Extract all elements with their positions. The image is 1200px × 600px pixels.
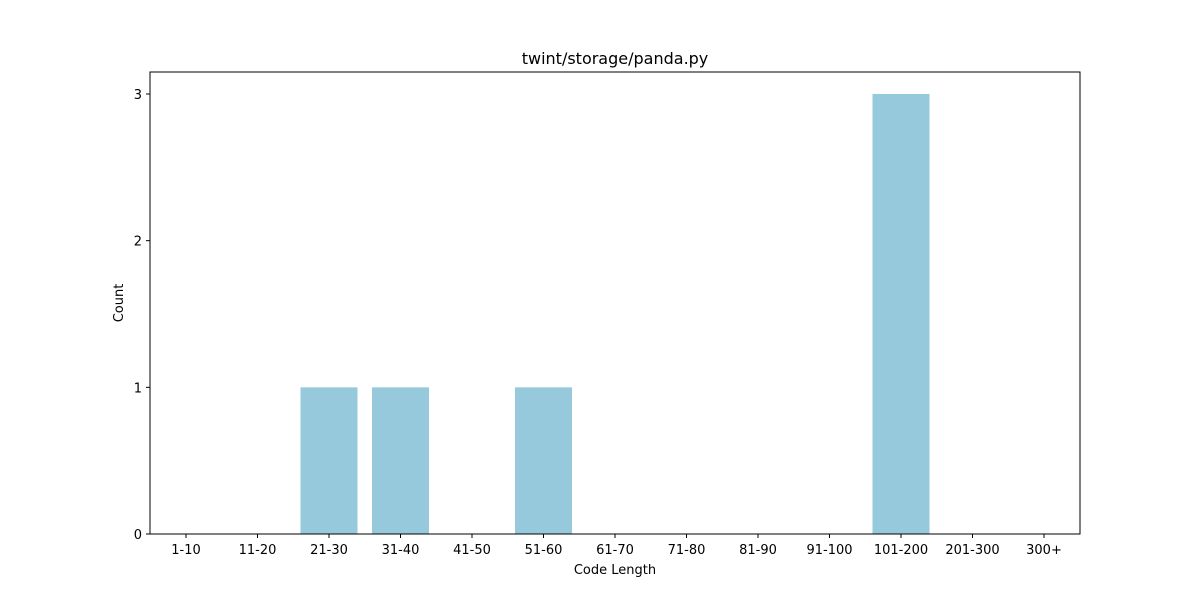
y-tick-label: 0 [134, 528, 142, 543]
x-tick-label: 81-90 [739, 543, 777, 558]
x-tick-label: 91-100 [806, 543, 852, 558]
bar-101-200 [872, 94, 930, 534]
x-axis-ticks: 1-10 11-20 21-30 31-40 41-50 51-60 61-70 71-80 8… [171, 534, 1062, 558]
x-tick-label: 1-10 [171, 543, 201, 558]
y-axis-label: Count [112, 284, 127, 323]
x-tick-label: 11-20 [239, 543, 277, 558]
x-tick-label: 61-70 [596, 543, 634, 558]
x-tick-label: 201-300 [945, 543, 999, 558]
x-tick-label: 41-50 [453, 543, 491, 558]
x-tick-label: 21-30 [310, 543, 348, 558]
x-tick-label: 31-40 [382, 543, 420, 558]
bar-51-60 [515, 387, 572, 534]
bars-group [300, 94, 930, 534]
y-axis-ticks: 0 1 2 3 [134, 88, 150, 543]
x-axis-label: Code Length [574, 563, 656, 578]
y-tick-label: 2 [134, 235, 142, 250]
y-tick-label: 3 [134, 88, 142, 103]
plot-frame [149, 71, 1081, 535]
chart-title: twint/storage/panda.py [522, 49, 709, 68]
x-tick-label: 101-200 [874, 543, 928, 558]
x-tick-label: 51-60 [525, 543, 563, 558]
x-tick-label: 71-80 [668, 543, 706, 558]
bar-31-40 [372, 387, 429, 534]
x-tick-label: 300+ [1026, 543, 1062, 558]
bar-21-30 [300, 387, 358, 534]
y-tick-label: 1 [134, 381, 142, 396]
